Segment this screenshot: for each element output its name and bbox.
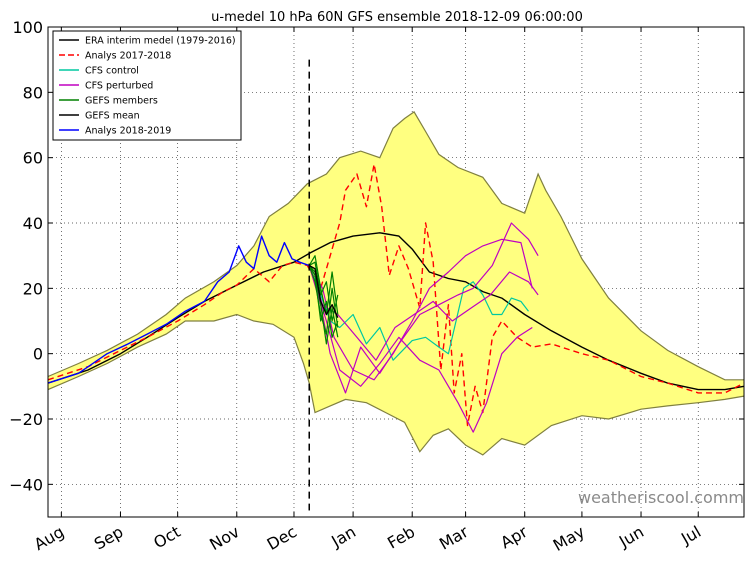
plot-frame (47, 26, 745, 518)
series-line-gefs-members (308, 265, 339, 338)
y-tick-label: 80 (23, 83, 43, 102)
envelope-lower-line (47, 313, 745, 456)
series-layer (47, 163, 745, 433)
series-line-gefs-mean (308, 264, 339, 318)
ensemble-envelope-layer (47, 111, 745, 456)
series-line-cfs-perturbed (308, 265, 539, 361)
legend-label: GEFS members (85, 96, 158, 107)
legend-label: GEFS mean (85, 111, 140, 122)
legend-box (52, 30, 242, 141)
legend-label: Analys 2017-2018 (85, 51, 171, 62)
y-tick-label: 100 (12, 18, 43, 37)
y-tick-label: −40 (9, 475, 43, 494)
series-line-cfs-control (308, 265, 529, 361)
legend: ERA interim medel (1979-2016) Analys 2017… (52, 30, 242, 141)
series-line-era-interim-medel-1979-2016 (47, 232, 745, 391)
x-tick-label: Apr (497, 522, 531, 553)
x-tick-label: Feb (384, 522, 418, 553)
y-tick-label: 60 (23, 149, 43, 168)
y-tick-label: 40 (23, 214, 43, 233)
legend-label: Analys 2018-2019 (85, 126, 171, 137)
x-tick-label: Dec (264, 522, 300, 554)
series-line-gefs-members (308, 255, 339, 316)
chart-title: u-medel 10 hPa 60N GFS ensemble 2018-12-… (211, 10, 583, 25)
legend-label: CFS control (85, 66, 139, 77)
x-tick-label: Jul (677, 522, 704, 549)
series-line-cfs-perturbed (308, 238, 533, 381)
x-tick-label: Jan (327, 522, 359, 551)
x-tick-label: Oct (150, 522, 183, 552)
y-tick-label: 20 (23, 279, 43, 298)
x-tick-label: Jun (615, 522, 647, 551)
ensemble-envelope-fill (48, 111, 744, 455)
series-line-gefs-members (308, 265, 339, 345)
watermark: weatheriscool.comm (578, 488, 744, 507)
x-tick-label: Sep (91, 522, 127, 554)
x-tick-label: Mar (436, 522, 472, 554)
series-line-cfs-perturbed (308, 265, 533, 433)
series-line-cfs-perturbed (308, 222, 539, 394)
y-tick-label: −20 (9, 410, 43, 429)
legend-label: ERA interim medel (1979-2016) (85, 36, 236, 47)
series-line-analys-2018-2019 (47, 235, 310, 384)
y-tick-label: 0 (33, 345, 43, 364)
envelope-upper-line (47, 111, 744, 381)
x-tick-label: Aug (31, 522, 68, 554)
x-tick-label: Nov (206, 522, 243, 554)
series-line-analys-2017-2018 (47, 163, 745, 427)
series-line-gefs-members (308, 261, 339, 322)
x-tick-label: May (550, 522, 588, 555)
legend-label: CFS perturbed (85, 81, 153, 92)
